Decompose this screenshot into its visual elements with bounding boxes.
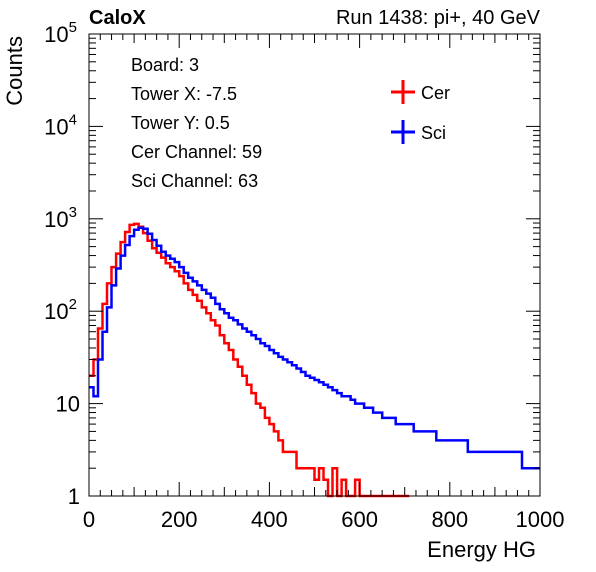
x-tick-label: 1000 — [516, 507, 565, 532]
series-sci-line — [89, 226, 540, 470]
chart-header-left: CaloX — [89, 7, 146, 29]
info-line: Tower X: -7.5 — [131, 84, 237, 104]
series-cer-line — [89, 222, 410, 498]
y-tick-label: 10 — [56, 392, 80, 417]
x-tick-label: 600 — [341, 507, 378, 532]
y-tick-label: 104 — [44, 111, 77, 139]
info-line: Board: 3 — [131, 55, 199, 75]
y-tick-label: 102 — [44, 296, 77, 324]
x-axis-label: Energy HG — [427, 537, 536, 562]
info-line: Cer Channel: 59 — [131, 142, 262, 162]
x-tick-label: 200 — [161, 507, 198, 532]
x-tick-label: 800 — [431, 507, 468, 532]
x-tick-label: 0 — [83, 507, 95, 532]
y-tick-label: 105 — [44, 19, 77, 47]
legend-sci-label: Sci — [421, 123, 446, 143]
chart-header-right: Run 1438: pi+, 40 GeV — [336, 7, 541, 29]
y-tick-label: 1 — [68, 484, 80, 509]
x-tick-label: 400 — [251, 507, 288, 532]
info-line: Sci Channel: 63 — [131, 171, 258, 191]
info-line: Tower Y: 0.5 — [131, 113, 230, 133]
legend-cer-label: Cer — [421, 83, 450, 103]
y-tick-label: 103 — [44, 204, 77, 232]
y-axis-label: Counts — [2, 36, 27, 106]
